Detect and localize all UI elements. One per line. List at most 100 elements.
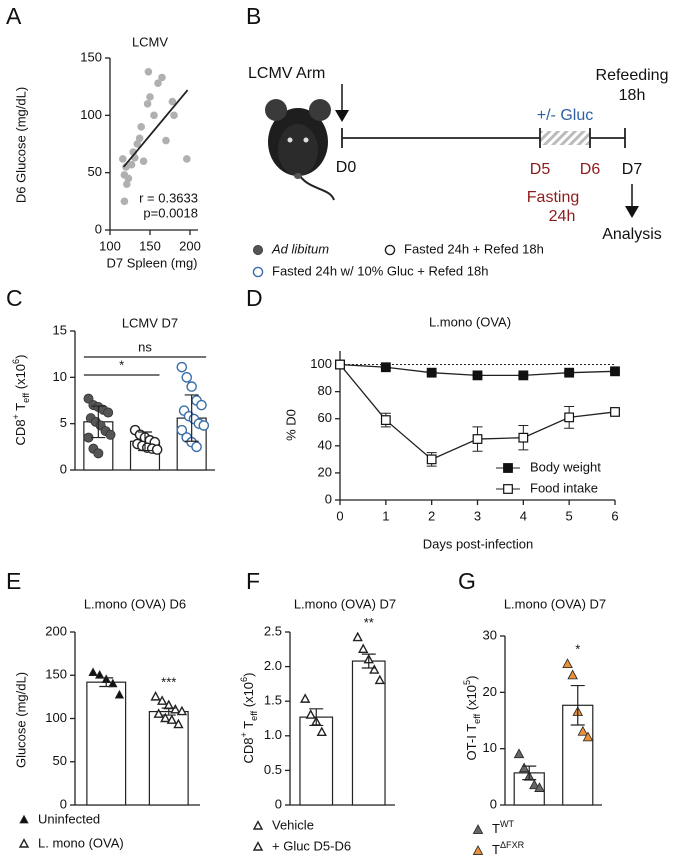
label-part: ) bbox=[241, 673, 256, 677]
error-bar bbox=[184, 394, 199, 442]
arrow-head bbox=[335, 110, 349, 122]
label-part: + bbox=[11, 414, 21, 419]
marker bbox=[88, 667, 98, 677]
bar bbox=[86, 681, 127, 806]
y-axis-label: Glucose (mg/dL) bbox=[13, 672, 28, 768]
marker bbox=[252, 266, 264, 278]
label-part: ) bbox=[464, 676, 479, 680]
analysis-label: Analysis bbox=[602, 226, 662, 243]
marker bbox=[384, 244, 396, 256]
panel-letter: A bbox=[6, 3, 22, 29]
error-bar bbox=[522, 765, 537, 781]
y-axis-label: % D0 bbox=[283, 409, 298, 441]
fit-line bbox=[122, 89, 189, 168]
marker bbox=[191, 441, 202, 453]
fasting-label: 24h bbox=[549, 208, 576, 225]
chart-title: L.mono (OVA) D7 bbox=[504, 596, 606, 611]
x-tick-label: 2 bbox=[428, 508, 435, 523]
significance-label: *** bbox=[161, 674, 176, 689]
refeeding-label: Refeeding bbox=[596, 67, 669, 84]
legend-label: TΔFXR bbox=[492, 840, 525, 857]
marker bbox=[513, 748, 525, 759]
y-tick-label: 20 bbox=[483, 684, 497, 699]
x-tick-label: 100 bbox=[99, 238, 121, 253]
marker bbox=[170, 111, 178, 120]
marker bbox=[380, 362, 391, 373]
label-part: CD8 bbox=[241, 737, 256, 763]
marker bbox=[374, 674, 385, 685]
marker bbox=[119, 155, 127, 163]
arrow-head bbox=[625, 206, 639, 218]
panel-letter: B bbox=[246, 3, 261, 29]
marker bbox=[143, 100, 152, 108]
chart-title: L.mono (OVA) D6 bbox=[84, 596, 186, 611]
marker bbox=[135, 134, 144, 143]
error-bar bbox=[91, 405, 106, 439]
bar bbox=[299, 716, 334, 806]
marker bbox=[176, 705, 188, 716]
legend-label: Ad libitum bbox=[271, 241, 329, 256]
x-tick-label: 150 bbox=[139, 238, 161, 253]
marker bbox=[150, 111, 158, 120]
day-label: D7 bbox=[622, 161, 643, 178]
y-tick-label: 60 bbox=[318, 410, 332, 425]
marker bbox=[305, 709, 316, 719]
marker bbox=[300, 693, 311, 703]
marker bbox=[105, 429, 116, 440]
error-bar bbox=[138, 431, 152, 452]
glucose-label: +/- Gluc bbox=[537, 107, 593, 124]
y-tick-label: 0 bbox=[95, 221, 102, 236]
label-part: eff bbox=[472, 713, 482, 723]
marker bbox=[472, 434, 483, 444]
marker bbox=[124, 174, 133, 183]
y-tick-label: 10 bbox=[53, 369, 67, 384]
y-tick-label: 40 bbox=[318, 437, 332, 452]
x-axis-label: D7 Spleen (mg) bbox=[106, 255, 197, 270]
label-part: 6 bbox=[11, 359, 21, 364]
marker bbox=[144, 67, 153, 76]
marker bbox=[335, 359, 345, 370]
marker bbox=[252, 841, 264, 851]
marker bbox=[252, 244, 263, 255]
y-tick-label: 50 bbox=[88, 164, 102, 179]
y-tick-label: 0 bbox=[275, 796, 282, 811]
y-tick-label: 100 bbox=[45, 710, 67, 725]
y-axis-label: CD8+ Teff (x106) bbox=[11, 355, 31, 446]
y-tick-label: 0 bbox=[60, 461, 67, 476]
y-tick-label: 10 bbox=[483, 740, 497, 755]
y-tick-label: 2.5 bbox=[264, 623, 282, 638]
marker bbox=[472, 370, 483, 381]
bar bbox=[148, 710, 189, 806]
label-part: T bbox=[13, 403, 28, 414]
marker bbox=[252, 820, 264, 830]
marker bbox=[196, 399, 207, 411]
y-axis-label: CD8+ Teff (x106) bbox=[239, 673, 259, 764]
legend-label: + Gluc D5-D6 bbox=[272, 838, 351, 853]
marker bbox=[562, 658, 573, 669]
y-axis-label: OT-I Teff (x105) bbox=[462, 676, 482, 761]
y-tick-label: 2.0 bbox=[264, 658, 282, 673]
marker bbox=[426, 367, 437, 378]
marker bbox=[154, 79, 162, 88]
label-part: 6 bbox=[239, 677, 249, 682]
y-tick-label: 200 bbox=[45, 623, 67, 638]
marker bbox=[123, 180, 131, 188]
marker bbox=[564, 367, 575, 378]
marker bbox=[369, 664, 380, 674]
mouse-icon bbox=[265, 99, 335, 201]
label-part: T bbox=[492, 821, 500, 836]
marker bbox=[183, 155, 191, 163]
marker bbox=[127, 160, 136, 169]
marker bbox=[316, 726, 327, 737]
chart-title: LCMV bbox=[132, 34, 168, 49]
marker bbox=[472, 824, 484, 834]
marker bbox=[18, 838, 30, 848]
legend-label: L. mono (OVA) bbox=[38, 835, 124, 850]
marker bbox=[93, 448, 104, 459]
label-part: T bbox=[492, 842, 500, 857]
marker bbox=[153, 708, 164, 718]
marker bbox=[352, 631, 363, 642]
fasting-label: Fasting bbox=[527, 189, 579, 206]
legend-label: Body weight bbox=[530, 459, 601, 474]
label-part: CD8 bbox=[13, 419, 28, 445]
